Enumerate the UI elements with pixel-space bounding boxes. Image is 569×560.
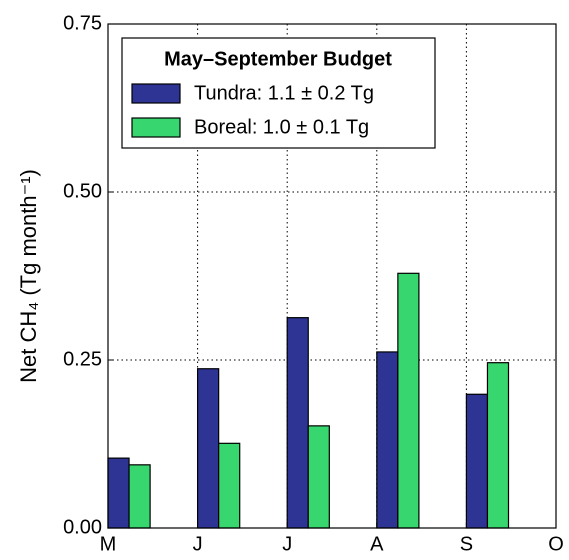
bar bbox=[465, 393, 489, 529]
y-tick-label: 0.00 bbox=[63, 516, 102, 538]
legend-label: Boreal: 1.0 ± 0.1 Tg bbox=[194, 116, 369, 138]
legend-label: Tundra: 1.1 ± 0.2 Tg bbox=[194, 82, 374, 104]
y-tick-label: 0.50 bbox=[63, 180, 102, 202]
bar bbox=[218, 442, 241, 529]
bar bbox=[197, 368, 220, 529]
x-tick-label: S bbox=[460, 533, 473, 555]
x-tick-label: J bbox=[193, 533, 203, 555]
legend-title: May–September Budget bbox=[164, 48, 392, 70]
bar bbox=[376, 351, 399, 529]
legend-swatch bbox=[131, 83, 181, 104]
y-axis-label: Net CH₄ (Tg month⁻¹) bbox=[16, 169, 41, 383]
legend-swatch bbox=[131, 117, 181, 138]
bar bbox=[307, 425, 330, 529]
bar bbox=[397, 272, 420, 529]
bar bbox=[128, 464, 151, 529]
bar bbox=[107, 457, 130, 529]
y-tick-label: 0.75 bbox=[63, 12, 102, 34]
legend: May–September Budget Tundra: 1.1 ± 0.2 Tg… bbox=[121, 37, 436, 149]
y-tick-label: 0.25 bbox=[63, 348, 102, 370]
x-tick-label: M bbox=[100, 533, 117, 555]
bar bbox=[486, 362, 510, 529]
x-tick-label: A bbox=[370, 533, 384, 555]
plot-frame bbox=[107, 23, 557, 529]
x-tick-label: O bbox=[548, 533, 564, 555]
x-tick-label: J bbox=[282, 533, 292, 555]
bar bbox=[286, 317, 309, 529]
